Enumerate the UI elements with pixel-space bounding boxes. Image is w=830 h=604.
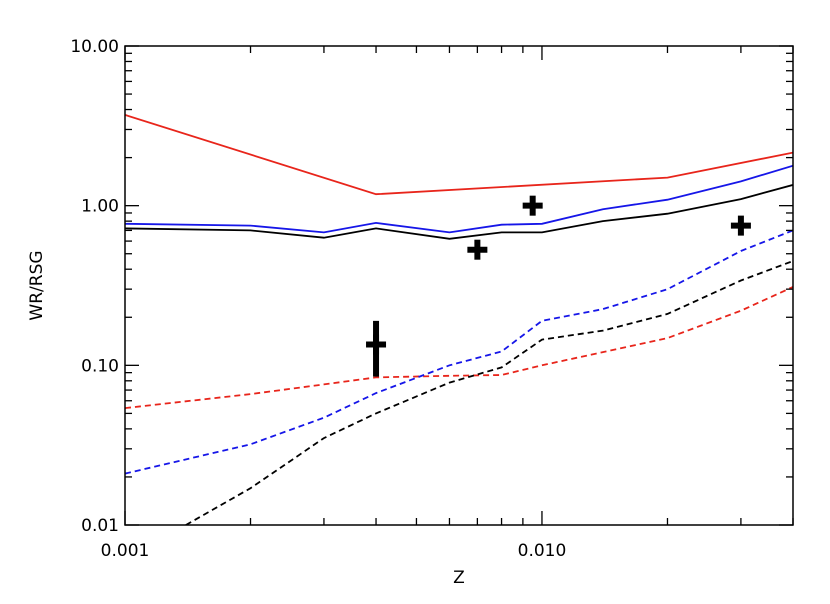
series-line-6-dashed: [185, 260, 793, 525]
y-tick-label: 0.10: [81, 356, 119, 376]
data-point-4: [730, 215, 751, 236]
plot-lines: [125, 114, 793, 525]
series-line-4-dashed: [125, 286, 793, 409]
axis-ticks: [124, 45, 794, 526]
y-tick-label: 1.00: [81, 197, 119, 217]
x-axis-label: Z: [453, 568, 465, 588]
data-point-3: [522, 195, 543, 216]
x-tick-label: 0.001: [101, 541, 150, 561]
y-axis-label: WR/RSG: [27, 250, 47, 320]
series-line-2-solid: [125, 164, 793, 234]
data-point-1: [366, 320, 387, 377]
y-tick-label: 10.00: [70, 37, 119, 57]
data-point-2: [467, 239, 488, 260]
plot-frame: [124, 45, 794, 526]
x-tick-label: 0.010: [518, 541, 567, 561]
series-line-5-dashed: [125, 229, 793, 475]
y-tick-labels: 0.01 0.10 1.00 10.00: [70, 37, 119, 536]
plot-points: [366, 195, 751, 377]
series-line-1-solid: [125, 114, 793, 196]
y-tick-label: 0.01: [81, 516, 119, 536]
series-line-3-solid: [125, 184, 793, 240]
x-tick-labels: 0.001 0.010: [101, 541, 567, 561]
